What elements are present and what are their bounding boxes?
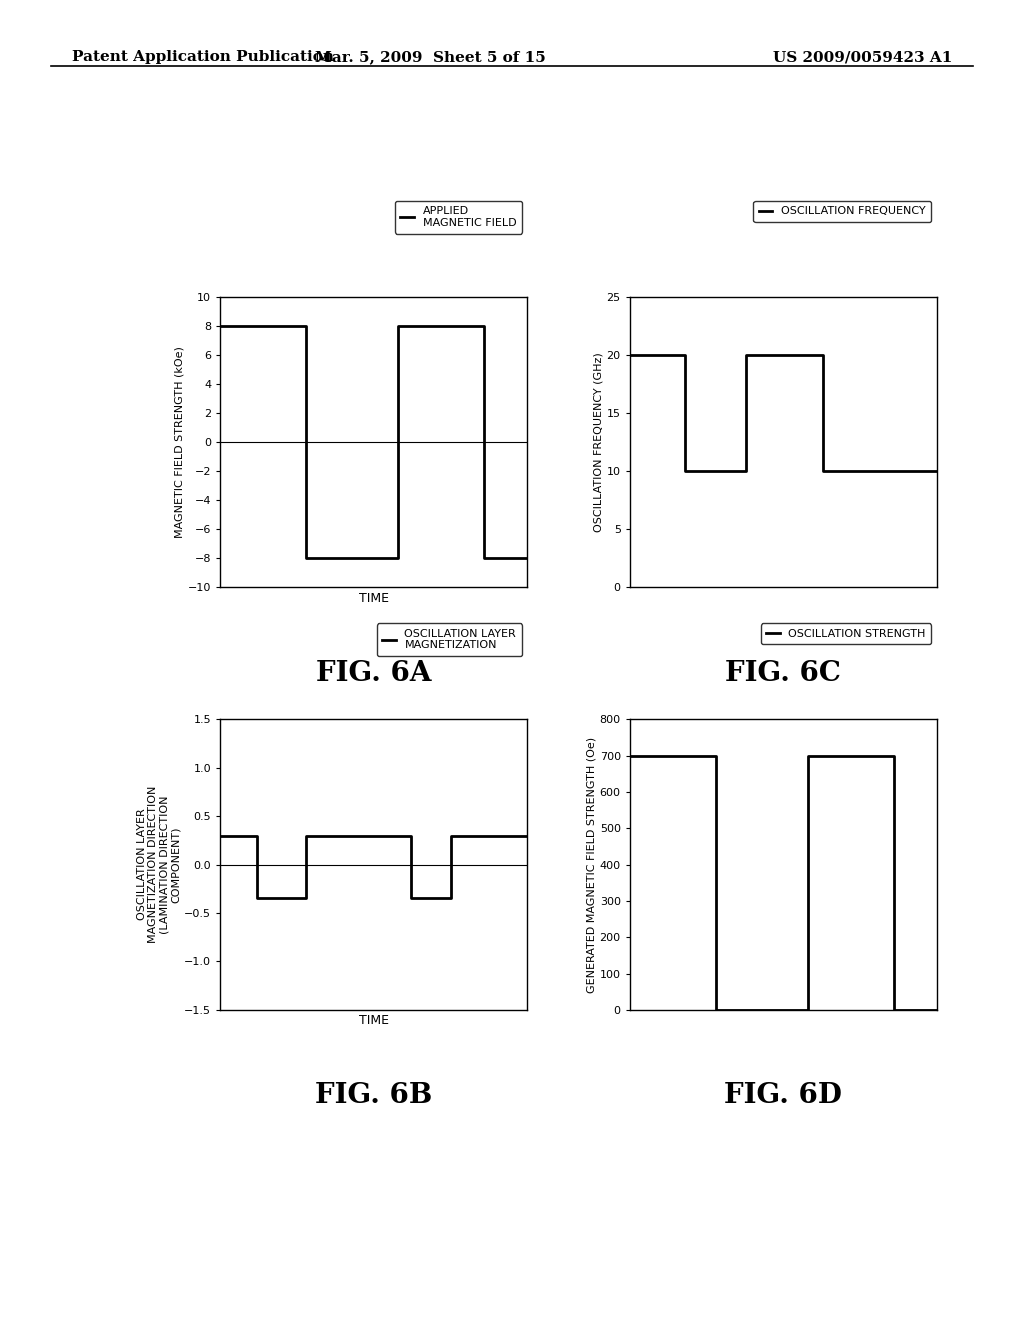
Text: FIG. 6B: FIG. 6B [315,1082,432,1109]
Text: Patent Application Publication: Patent Application Publication [72,50,334,65]
Legend: OSCILLATION FREQUENCY: OSCILLATION FREQUENCY [754,201,932,222]
Text: US 2009/0059423 A1: US 2009/0059423 A1 [773,50,952,65]
Text: FIG. 6D: FIG. 6D [724,1082,843,1109]
Legend: APPLIED
MAGNETIC FIELD: APPLIED MAGNETIC FIELD [395,201,522,234]
Text: FIG. 6C: FIG. 6C [725,660,842,686]
Legend: OSCILLATION STRENGTH: OSCILLATION STRENGTH [761,623,932,644]
Y-axis label: OSCILLATION LAYER
MAGNETIZATION DIRECTION
(LAMINATION DIRECTION
COMPONENT): OSCILLATION LAYER MAGNETIZATION DIRECTIO… [136,785,181,944]
X-axis label: TIME: TIME [358,1014,389,1027]
Legend: OSCILLATION LAYER
MAGNETIZATION: OSCILLATION LAYER MAGNETIZATION [377,623,522,656]
Y-axis label: MAGNETIC FIELD STRENGTH (kOe): MAGNETIC FIELD STRENGTH (kOe) [175,346,185,539]
Y-axis label: GENERATED MAGNETIC FIELD STRENGTH (Oe): GENERATED MAGNETIC FIELD STRENGTH (Oe) [587,737,597,993]
X-axis label: TIME: TIME [358,591,389,605]
Text: FIG. 6A: FIG. 6A [316,660,431,686]
Text: Mar. 5, 2009  Sheet 5 of 15: Mar. 5, 2009 Sheet 5 of 15 [314,50,546,65]
Y-axis label: OSCILLATION FREQUENCY (GHz): OSCILLATION FREQUENCY (GHz) [594,352,604,532]
